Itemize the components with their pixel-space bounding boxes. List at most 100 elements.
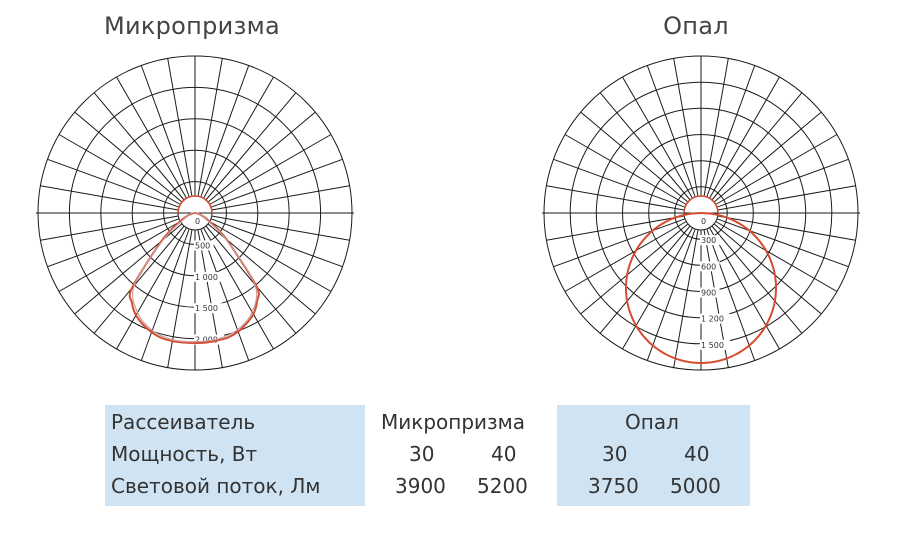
grid-ray-240	[116, 76, 187, 199]
intensity-curve-2	[132, 212, 258, 343]
tick-label-1: 500	[195, 241, 210, 250]
grid-ray-280	[197, 58, 223, 197]
tick-label-1: 300	[701, 236, 716, 245]
grid-ray-140	[580, 223, 689, 315]
grid-ray-300	[203, 76, 274, 199]
tick-bg-3	[194, 303, 224, 314]
tick-bg-0	[194, 216, 204, 226]
grid-ray-200	[47, 158, 180, 208]
tick-label-4: 2 000	[195, 336, 218, 345]
grid-ray-10	[211, 215, 350, 241]
center-arc	[683, 195, 719, 214]
specs-table: Рассеиватель Мощность, Вт Световой поток…	[105, 405, 750, 506]
opal-power-30: 30	[602, 442, 628, 466]
grid-ray-150	[58, 221, 181, 292]
tick-bg-1	[700, 235, 720, 246]
tick-bg-4	[700, 313, 730, 324]
grid-ray-60	[203, 227, 274, 350]
grid-ray-110	[140, 228, 190, 361]
tick-bg-2	[194, 271, 224, 282]
grid-ray-110	[646, 228, 696, 361]
grid-ray-40	[713, 223, 822, 315]
grid-ray-330	[209, 134, 332, 205]
grid-ray-120	[116, 227, 187, 350]
grid-ray-130	[599, 225, 691, 334]
opal-flux-5000: 5000	[670, 474, 721, 498]
tick-label-2: 600	[701, 262, 716, 271]
grid-ray-100	[673, 229, 699, 368]
opal-group-band	[557, 405, 750, 506]
polar-chart-opal: 0 300 600 900 1 200 1 500	[542, 55, 860, 371]
micro-flux-5200: 5200	[477, 474, 528, 498]
grid-ray-30	[715, 221, 838, 292]
opal-power-40: 40	[684, 442, 710, 466]
grid-ray-290	[200, 65, 250, 198]
grid-ray-50	[711, 225, 803, 334]
grid-ray-200	[553, 158, 686, 208]
grid-ray-350	[211, 185, 350, 211]
grid-ray-260	[673, 58, 699, 197]
flux-label: Световой поток, Лм	[111, 474, 321, 498]
group-header-microprism: Микропризма	[381, 410, 526, 434]
polar-chart-microprism: 0 500 1 000 1 500 2 000	[36, 55, 354, 371]
grid-ray-20	[716, 218, 849, 268]
opal-flux-3750: 3750	[588, 474, 639, 498]
grid-ray-150	[564, 221, 687, 292]
grid-ray-10	[717, 215, 856, 241]
specs-label-band	[105, 405, 365, 506]
grid-ray-330	[715, 134, 838, 205]
grid-ray-80	[197, 229, 223, 368]
grid-ray-280	[703, 58, 729, 197]
grid-ray-120	[622, 227, 693, 350]
grid-ray-320	[713, 111, 822, 203]
grid-ray-50	[205, 225, 297, 334]
tick-bg-2	[700, 261, 720, 272]
tick-bg-5	[700, 339, 730, 350]
tick-bg-4	[194, 334, 224, 345]
tick-bg-0	[700, 216, 710, 226]
grid-ray-230	[93, 92, 185, 201]
tick-bg-3	[700, 287, 720, 298]
power-label: Мощность, Вт	[111, 442, 258, 466]
grid-ray-190	[40, 185, 179, 211]
tick-label-2: 1 000	[195, 273, 218, 282]
grid-ray-20	[210, 218, 343, 268]
grid-ray-310	[711, 92, 803, 201]
grid-ray-210	[58, 134, 181, 205]
grid-ray-350	[717, 185, 856, 211]
chart-title-microprism: Микропризма	[103, 12, 281, 40]
grid-ray-100	[167, 229, 193, 368]
grid-ray-170	[546, 215, 685, 241]
grid-ray-340	[210, 158, 343, 208]
grid-ray-170	[40, 215, 179, 241]
grid-ray-240	[622, 76, 693, 199]
grid-ray-250	[140, 65, 190, 198]
grid-ray-160	[553, 218, 686, 268]
diffuser-label: Рассеиватель	[111, 410, 256, 434]
micro-flux-3900: 3900	[395, 474, 446, 498]
grid-ray-290	[706, 65, 756, 198]
grid-ray-310	[205, 92, 297, 201]
grid-ray-60	[709, 227, 780, 350]
tick-label-4: 1 200	[701, 315, 724, 324]
tick-label-3: 1 500	[195, 304, 218, 313]
grid-ray-70	[706, 228, 756, 361]
grid-ray-220	[74, 111, 183, 203]
grid-ray-70	[200, 228, 250, 361]
tick-label-0: 0	[195, 217, 200, 226]
grid-ray-130	[93, 225, 185, 334]
intensity-curve-1	[625, 212, 777, 364]
tick-label-0: 0	[701, 217, 706, 226]
grid-ray-210	[564, 134, 687, 205]
tick-label-3: 900	[701, 289, 716, 298]
micro-power-30: 30	[409, 442, 435, 466]
grid-ray-220	[580, 111, 689, 203]
group-header-opal: Опал	[625, 410, 679, 434]
tick-label-5: 1 500	[701, 341, 724, 350]
center-arc	[177, 195, 213, 214]
grid-ray-250	[646, 65, 696, 198]
grid-ray-160	[47, 218, 180, 268]
grid-ray-190	[546, 185, 685, 211]
tick-bg-1	[194, 240, 214, 251]
micro-power-40: 40	[491, 442, 517, 466]
